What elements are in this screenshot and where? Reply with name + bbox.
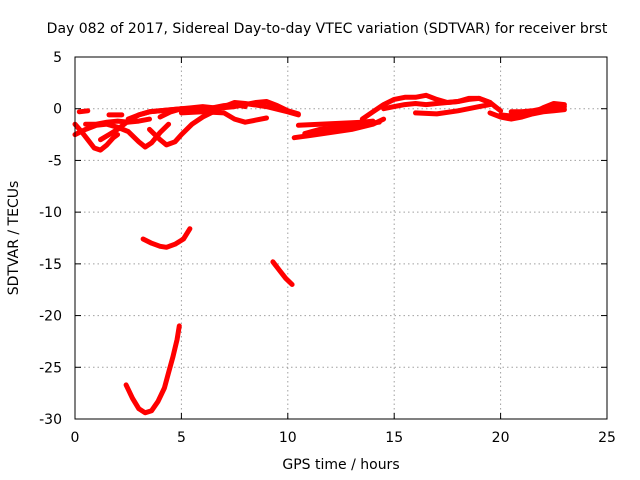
grid [75,57,607,419]
x-tick-label: 25 [598,430,616,446]
y-tick-label: -5 [48,153,62,169]
series-trace-14 [302,119,382,136]
plot-frame [74,56,608,420]
y-tick-label: -20 [39,309,62,325]
y-tick-label: -15 [39,257,62,273]
series-trace-4 [83,116,152,127]
y-tick-label: -25 [39,360,62,376]
series-trace-22 [270,259,295,287]
y-tick-label: 5 [53,50,62,66]
y-tick-label: -10 [39,205,62,221]
chart-title: Day 082 of 2017, Sidereal Day-to-day VTE… [47,21,608,37]
tick-labels: 0 5 10 15 20 25 5 0 -5 -10 -15 -20 -25 -30 [39,50,616,446]
series-trace-17 [413,102,493,117]
x-axis-label: GPS time / hours [282,457,399,473]
x-tick-label: 20 [492,430,510,446]
series-trace-16 [381,95,493,112]
y-axis-label: SDTVAR / TECUs [6,181,22,296]
x-tick-label: 0 [71,430,80,446]
y-tick-label: -30 [39,412,62,428]
x-tick-label: 10 [279,430,297,446]
series-trace-23 [123,323,182,416]
data-series [72,92,567,416]
series-trace-8 [147,109,216,148]
x-tick-label: 5 [177,430,186,446]
y-tick-label: 0 [53,102,62,118]
series-trace-21 [140,226,193,250]
series-trace-11 [189,100,301,118]
series-trace-3 [76,108,91,115]
x-tick-label: 15 [385,430,403,446]
series-trace-20 [508,104,567,115]
